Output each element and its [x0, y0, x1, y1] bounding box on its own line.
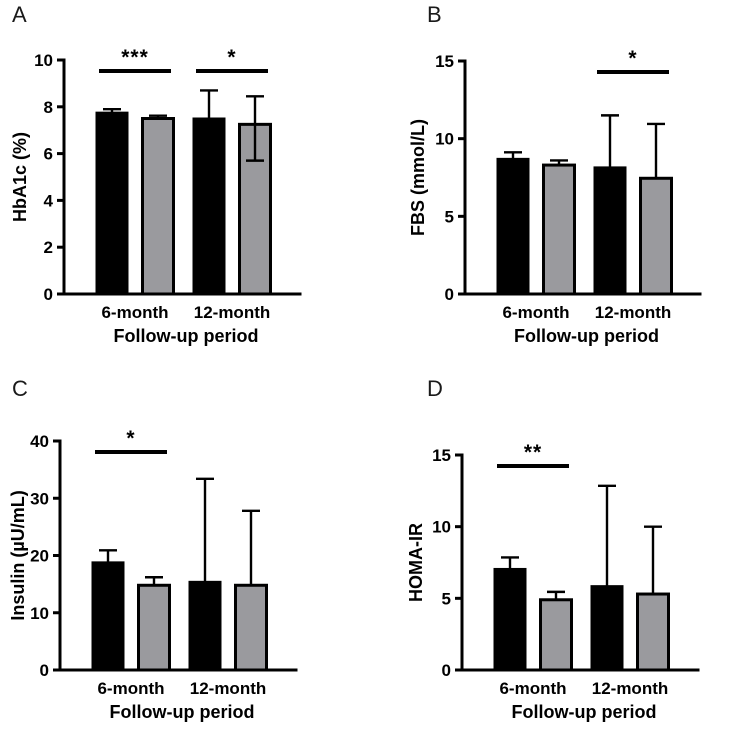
bar-followup-12-month — [234, 583, 268, 672]
y-tick-label: 8 — [44, 98, 53, 117]
y-tick-label: 0 — [44, 285, 53, 304]
x-axis-title: Follow-up period — [514, 326, 659, 346]
y-tick-label: 15 — [435, 52, 454, 71]
panel-letter-d: D — [427, 376, 443, 401]
x-category-label-12-month: 12-month — [194, 303, 271, 322]
significance-stars-12-month: * — [227, 46, 236, 69]
significance-stars-6-month: * — [126, 427, 135, 450]
significance-stars-12-month: * — [628, 47, 637, 70]
bar-followup-6-month — [137, 583, 171, 672]
y-tick-label: 0 — [40, 661, 49, 680]
y-tick-label: 0 — [445, 285, 454, 304]
bar-baseline-6-month — [95, 111, 129, 296]
y-tick-label: 30 — [30, 489, 49, 508]
panel-d-plot: 0 5 10 15 HOMA-IR 6-month 12-month Follow-up pe… — [406, 441, 700, 722]
y-tick-label: 15 — [432, 446, 451, 465]
panel-letter-b: B — [427, 2, 442, 27]
x-category-label-12-month: 12-month — [190, 679, 267, 698]
x-category-label-6-month: 6-month — [97, 679, 164, 698]
bar-followup-6-month — [141, 117, 175, 296]
x-category-label-6-month: 6-month — [499, 679, 566, 698]
y-axis-title: HbA1c (%) — [10, 132, 30, 222]
x-category-label-12-month: 12-month — [595, 303, 672, 322]
y-tick-label: 10 — [435, 130, 454, 149]
y-tick-label: 6 — [44, 145, 53, 164]
y-tick-label: 10 — [432, 518, 451, 537]
y-tick-label: 10 — [34, 51, 53, 70]
panel-c-plot: 0 10 20 30 40 Insulin (µU/mL) 6-month 12-month F… — [8, 427, 298, 722]
bar-baseline-12-month — [188, 580, 222, 672]
x-axis-title: Follow-up period — [512, 702, 657, 722]
significance-stars-6-month: ** — [524, 441, 542, 464]
bar-baseline-12-month — [192, 117, 226, 295]
y-axis-title: HOMA-IR — [406, 523, 426, 602]
bar-baseline-12-month — [590, 585, 624, 671]
y-tick-label: 2 — [44, 238, 53, 257]
y-tick-label: 5 — [442, 589, 451, 608]
panel-letter-a: A — [12, 2, 27, 27]
y-axis-title: Insulin (µU/mL) — [8, 490, 28, 620]
y-tick-label: 10 — [30, 604, 49, 623]
significance-stars-6-month: *** — [121, 46, 149, 69]
x-axis-title: Follow-up period — [110, 702, 255, 722]
y-tick-label: 0 — [442, 661, 451, 680]
bar-baseline-12-month — [593, 166, 627, 295]
bar-baseline-6-month — [91, 561, 125, 671]
bar-baseline-6-month — [493, 567, 527, 671]
panel-b-plot: 0 5 10 15 FBS (mmol/L) 6-month 12-month Follow-… — [408, 47, 702, 346]
y-axis-title: FBS (mmol/L) — [408, 119, 428, 236]
bar-followup-6-month — [539, 598, 573, 672]
y-tick-label: 20 — [30, 547, 49, 566]
bar-followup-12-month — [639, 176, 673, 296]
y-tick-label: 40 — [30, 432, 49, 451]
panel-a-plot: 0 2 4 6 8 10 HbA1c (%) 6-month 12-month Follow-up… — [10, 46, 302, 346]
bar-baseline-6-month — [496, 157, 530, 295]
panel-letter-c: C — [12, 376, 28, 401]
x-category-label-6-month: 6-month — [101, 303, 168, 322]
y-tick-label: 5 — [445, 207, 454, 226]
x-axis-title: Follow-up period — [114, 326, 259, 346]
y-tick-label: 4 — [44, 191, 54, 210]
bar-followup-12-month — [636, 592, 670, 672]
bar-followup-6-month — [542, 163, 576, 296]
x-category-label-6-month: 6-month — [502, 303, 569, 322]
x-category-label-12-month: 12-month — [592, 679, 669, 698]
